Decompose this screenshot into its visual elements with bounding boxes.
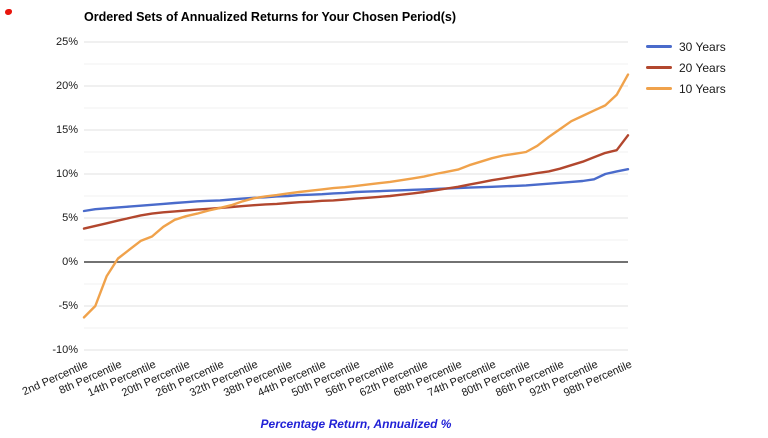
legend-label: 10 Years bbox=[679, 81, 726, 96]
y-tick-label: 10% bbox=[55, 168, 78, 180]
series-line-10-years bbox=[82, 73, 630, 319]
y-tick-label: -10% bbox=[52, 344, 78, 356]
legend-item-30-years: 30 Years bbox=[646, 36, 726, 57]
y-tick-label: 5% bbox=[62, 212, 78, 224]
red-marker-dot bbox=[5, 9, 12, 15]
legend: 30 Years 20 Years 10 Years bbox=[646, 36, 726, 99]
series-line-20-years bbox=[82, 134, 630, 230]
y-tick-label: -5% bbox=[58, 300, 78, 312]
legend-label: 30 Years bbox=[679, 39, 726, 54]
chart-title: Ordered Sets of Annualized Returns for Y… bbox=[84, 10, 457, 24]
legend-line-swatch bbox=[646, 87, 672, 90]
legend-label: 20 Years bbox=[679, 60, 726, 75]
legend-item-20-years: 20 Years bbox=[646, 57, 726, 78]
y-tick-label: 25% bbox=[55, 36, 78, 48]
legend-line-swatch bbox=[646, 45, 672, 48]
legend-item-10-years: 10 Years bbox=[646, 78, 726, 99]
legend-line-swatch bbox=[646, 66, 672, 69]
series-line-30-years bbox=[82, 167, 630, 213]
x-axis-title: Percentage Return, Annualized % bbox=[260, 417, 452, 431]
y-tick-label: 0% bbox=[62, 256, 78, 268]
y-tick-label: 20% bbox=[55, 80, 78, 92]
y-tick-label: 15% bbox=[55, 124, 78, 136]
